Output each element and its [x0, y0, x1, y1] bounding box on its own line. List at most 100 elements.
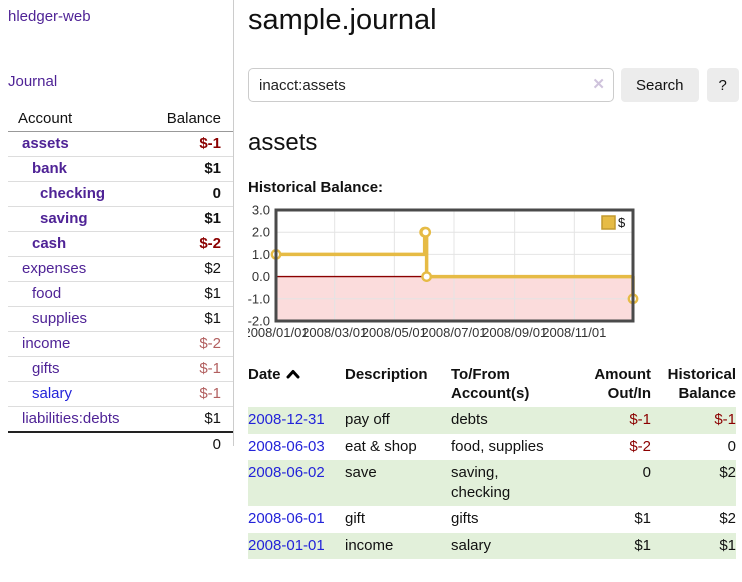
account-link[interactable]: food	[32, 285, 62, 302]
transaction-balance: $1	[719, 536, 736, 554]
account-link[interactable]: gifts	[32, 360, 60, 377]
account-balance: 0	[149, 181, 233, 207]
account-balance: $1	[149, 406, 233, 432]
x-axis-tick-label: 2008/05/01	[362, 325, 427, 340]
transaction-balance: 0	[727, 437, 736, 455]
y-axis-tick-label: -2.0	[248, 313, 270, 328]
register-row: 2008-06-02 save saving, checking 0 $2	[248, 459, 736, 507]
account-link[interactable]: salary	[32, 385, 73, 402]
accounts-header-row: Account Balance	[8, 106, 233, 132]
transaction-description: pay off	[345, 411, 390, 429]
chart-title: Historical Balance:	[248, 178, 384, 196]
transaction-amount: $-2	[629, 437, 651, 455]
y-axis-tick-label: 0.0	[252, 269, 270, 284]
account-link[interactable]: cash	[32, 235, 67, 252]
nav-journal-link[interactable]: Journal	[8, 73, 58, 90]
sidebar-nav: Journal	[8, 73, 233, 90]
column-header-accounts: To/From Account(s)	[451, 365, 530, 402]
register-table-body: 2008-12-31 pay off debts $-1 $-1 2008-06-03 ea…	[248, 407, 736, 559]
account-balance: $-2	[149, 331, 233, 357]
account-balance: $1	[149, 281, 233, 307]
account-balance: $-1	[149, 356, 233, 382]
accounts-table-body: assets $-1 bank $1 checking 0 saving $1 cash $-2 e…	[8, 132, 233, 432]
page-title: sample.journal	[248, 4, 437, 36]
transaction-balance: $2	[719, 510, 736, 528]
account-link[interactable]: expenses	[22, 260, 87, 277]
chart-legend: $	[600, 212, 630, 232]
transaction-date-link[interactable]: 2008-06-03	[248, 437, 325, 455]
account-balance: $1	[149, 306, 233, 332]
account-row: supplies $1	[8, 306, 233, 332]
transaction-amount: 0	[642, 463, 651, 481]
help-button[interactable]: ?	[706, 68, 739, 103]
y-axis-tick-label: -1.0	[248, 291, 270, 306]
date-column-label: Date	[248, 365, 281, 383]
column-header-description: Description	[345, 365, 428, 383]
account-balance: $1	[149, 156, 233, 182]
search-button[interactable]: Search	[621, 68, 699, 103]
column-header-date[interactable]: Date	[248, 364, 345, 408]
sort-ascending-icon	[286, 369, 300, 379]
accounts-total-row: 0	[8, 431, 233, 457]
transaction-description: gift	[345, 510, 366, 528]
transaction-description: income	[345, 536, 394, 554]
account-row: gifts $-1	[8, 356, 233, 382]
transaction-accounts: saving, checking	[451, 463, 511, 502]
account-row: salary $-1	[8, 381, 233, 407]
accounts-total: 0	[149, 431, 233, 457]
transaction-date-link[interactable]: 2008-01-01	[248, 536, 325, 554]
account-balance: $2	[149, 256, 233, 282]
transaction-date-link[interactable]: 2008-06-01	[248, 510, 325, 528]
account-link[interactable]: supplies	[32, 310, 88, 327]
register-row: 2008-06-01 gift gifts $1 $2	[248, 506, 736, 532]
account-row: checking 0	[8, 181, 233, 207]
account-link[interactable]: saving	[40, 210, 88, 227]
clear-search-icon[interactable]: ✕	[592, 76, 605, 94]
register-table: Date Description To/From Account(s) Amou…	[248, 364, 736, 559]
account-balance: $-2	[149, 231, 233, 257]
transaction-date-link[interactable]: 2008-12-31	[248, 411, 325, 429]
search-input[interactable]	[248, 68, 614, 103]
app: hledger-web Journal Account Balance asse…	[8, 0, 742, 559]
legend-label: $	[618, 215, 626, 230]
transaction-amount: $1	[634, 510, 651, 528]
account-link[interactable]: assets	[22, 135, 69, 152]
x-axis-tick-label: 2008/03/01	[302, 325, 367, 340]
brand: hledger-web	[8, 8, 233, 25]
transaction-balance: $-1	[714, 411, 736, 429]
account-balance: $-1	[149, 381, 233, 407]
transaction-accounts: food, supplies	[451, 437, 544, 455]
account-link[interactable]: liabilities:debts	[22, 410, 120, 427]
account-row: food $1	[8, 281, 233, 307]
account-row: liabilities:debts $1	[8, 406, 233, 432]
transaction-description: save	[345, 463, 377, 481]
x-axis-tick-label: 2008/01/01	[248, 325, 309, 340]
accounts-header-account: Account	[8, 106, 150, 132]
account-heading: assets	[248, 129, 318, 157]
x-axis-tick-label: 2008/11/01	[542, 325, 606, 340]
transaction-accounts: salary	[451, 536, 492, 554]
transaction-date-link[interactable]: 2008-06-02	[248, 463, 325, 481]
account-link[interactable]: income	[22, 335, 71, 352]
accounts-table: Account Balance assets $-1 bank $1 checking 0…	[8, 106, 233, 457]
transaction-accounts: debts	[451, 411, 488, 429]
legend-swatch	[601, 215, 616, 230]
y-axis-tick-label: 2.0	[252, 225, 270, 240]
column-header-balance: Historical Balance	[667, 365, 736, 402]
account-balance: $1	[149, 206, 233, 232]
account-row: income $-2	[8, 331, 233, 357]
account-link[interactable]: bank	[32, 160, 68, 177]
search-input-wrap: ✕	[248, 68, 614, 103]
main-content: sample.journal ✕ Search ? assets Histori…	[234, 0, 742, 559]
register-row: 2008-06-03 eat & shop food, supplies $-2 0	[248, 434, 736, 460]
transaction-amount: $-1	[629, 411, 651, 429]
transaction-balance: $2	[719, 463, 736, 481]
account-link[interactable]: checking	[40, 185, 106, 202]
historical-balance-chart[interactable]: $3.0 2.0 1.0 0.0 -1.0 -2.0 2008/01/01 2008/03/0…	[243, 202, 739, 350]
account-row: assets $-1	[8, 132, 233, 157]
account-row: expenses $2	[8, 256, 233, 282]
brand-link[interactable]: hledger-web	[8, 8, 91, 25]
register-row: 2008-01-01 income salary $1 $1	[248, 532, 736, 559]
account-balance: $-1	[199, 135, 221, 152]
x-axis-tick-label: 2008/09/01	[482, 325, 547, 340]
